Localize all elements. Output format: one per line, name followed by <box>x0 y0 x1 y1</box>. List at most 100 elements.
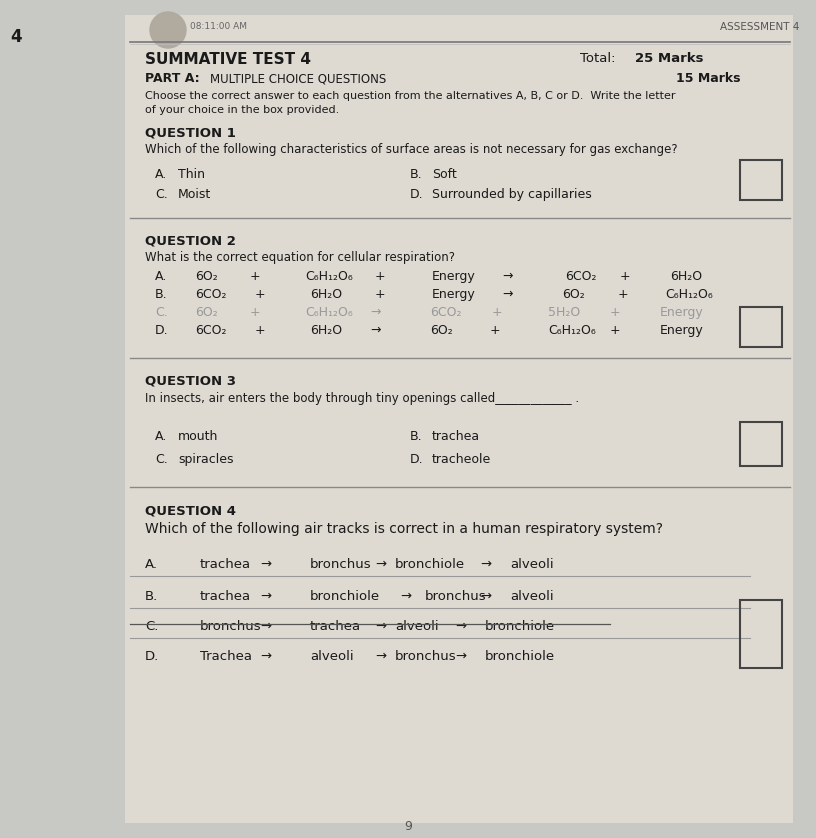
Text: →: → <box>455 650 466 663</box>
Text: MULTIPLE CHOICE QUESTIONS: MULTIPLE CHOICE QUESTIONS <box>210 72 386 85</box>
Text: A.: A. <box>145 558 158 571</box>
Text: 6CO₂: 6CO₂ <box>565 270 596 283</box>
Text: →: → <box>375 558 386 571</box>
Text: alveoli: alveoli <box>395 620 439 633</box>
Text: bronchus: bronchus <box>200 620 262 633</box>
Text: SUMMATIVE TEST 4: SUMMATIVE TEST 4 <box>145 52 311 67</box>
Text: →: → <box>400 590 411 603</box>
Text: Soft: Soft <box>432 168 457 181</box>
Text: →: → <box>502 288 512 301</box>
Text: 6O₂: 6O₂ <box>195 306 218 319</box>
Text: →: → <box>370 324 380 337</box>
Text: trachea: trachea <box>200 590 251 603</box>
Bar <box>740 422 782 466</box>
Text: Surrounded by capillaries: Surrounded by capillaries <box>432 188 592 201</box>
Text: Choose the correct answer to each question from the alternatives A, B, C or D.  : Choose the correct answer to each questi… <box>145 91 676 101</box>
Text: +: + <box>620 270 631 283</box>
Text: Thin: Thin <box>178 168 205 181</box>
Text: alveoli: alveoli <box>510 558 553 571</box>
Text: B.: B. <box>155 288 167 301</box>
Text: →: → <box>455 620 466 633</box>
Text: C₆H₁₂O₆: C₆H₁₂O₆ <box>305 270 353 283</box>
Text: spiracles: spiracles <box>178 453 233 466</box>
Text: Energy: Energy <box>660 306 703 319</box>
Text: +: + <box>255 288 266 301</box>
Text: 6O₂: 6O₂ <box>195 270 218 283</box>
Text: bronchiole: bronchiole <box>485 620 555 633</box>
Text: →: → <box>370 306 380 319</box>
Text: +: + <box>255 324 266 337</box>
Text: trachea: trachea <box>200 558 251 571</box>
Text: bronchus: bronchus <box>425 590 486 603</box>
Bar <box>740 307 782 347</box>
Text: D.: D. <box>145 650 159 663</box>
Text: mouth: mouth <box>178 430 219 443</box>
Text: +: + <box>250 270 260 283</box>
Text: ASSESSMENT 4: ASSESSMENT 4 <box>720 22 800 32</box>
Text: 5H₂O: 5H₂O <box>548 306 580 319</box>
Text: C.: C. <box>145 620 158 633</box>
Text: 6CO₂: 6CO₂ <box>195 324 227 337</box>
Text: +: + <box>618 288 628 301</box>
Text: 9: 9 <box>404 820 412 833</box>
Text: B.: B. <box>410 168 423 181</box>
Text: →: → <box>375 620 386 633</box>
Text: Which of the following characteristics of surface areas is not necessary for gas: Which of the following characteristics o… <box>145 143 677 156</box>
Text: Energy: Energy <box>432 270 476 283</box>
Text: bronchiole: bronchiole <box>310 590 380 603</box>
Text: A.: A. <box>155 270 167 283</box>
Text: bronchiole: bronchiole <box>485 650 555 663</box>
Circle shape <box>150 12 186 48</box>
Text: QUESTION 1: QUESTION 1 <box>145 126 236 139</box>
Text: bronchiole: bronchiole <box>395 558 465 571</box>
Text: Total:: Total: <box>580 52 615 65</box>
Text: +: + <box>375 270 386 283</box>
Text: 6H₂O: 6H₂O <box>310 288 342 301</box>
Text: 6O₂: 6O₂ <box>430 324 453 337</box>
Text: 08:11:00 AM: 08:11:00 AM <box>190 22 247 31</box>
Text: +: + <box>492 306 503 319</box>
Text: +: + <box>610 324 621 337</box>
Text: C₆H₁₂O₆: C₆H₁₂O₆ <box>305 306 353 319</box>
Text: 25 Marks: 25 Marks <box>635 52 703 65</box>
Text: 4: 4 <box>10 28 22 46</box>
Text: +: + <box>375 288 386 301</box>
Text: alveoli: alveoli <box>310 650 353 663</box>
Text: trachea: trachea <box>310 620 361 633</box>
Text: tracheole: tracheole <box>432 453 491 466</box>
Text: C.: C. <box>155 306 168 319</box>
Text: →: → <box>502 270 512 283</box>
Text: QUESTION 2: QUESTION 2 <box>145 234 236 247</box>
Text: B.: B. <box>145 590 158 603</box>
Text: QUESTION 4: QUESTION 4 <box>145 504 236 517</box>
Text: C.: C. <box>155 453 168 466</box>
Text: C.: C. <box>155 188 168 201</box>
Text: 6CO₂: 6CO₂ <box>195 288 227 301</box>
Text: →: → <box>260 650 271 663</box>
Text: C₆H₁₂O₆: C₆H₁₂O₆ <box>548 324 596 337</box>
Text: D.: D. <box>155 324 169 337</box>
Text: Moist: Moist <box>178 188 211 201</box>
Text: +: + <box>490 324 501 337</box>
Text: In insects, air enters the body through tiny openings called_____________ .: In insects, air enters the body through … <box>145 392 579 405</box>
Text: →: → <box>260 620 271 633</box>
Text: +: + <box>250 306 260 319</box>
Text: →: → <box>480 558 491 571</box>
Text: →: → <box>260 558 271 571</box>
Text: bronchus: bronchus <box>395 650 457 663</box>
Text: D.: D. <box>410 188 424 201</box>
Text: →: → <box>480 590 491 603</box>
Text: Energy: Energy <box>432 288 476 301</box>
Text: 15 Marks: 15 Marks <box>676 72 740 85</box>
Text: 6O₂: 6O₂ <box>562 288 585 301</box>
Bar <box>125 15 793 823</box>
Text: A.: A. <box>155 168 167 181</box>
Bar <box>740 600 782 668</box>
Text: Trachea: Trachea <box>200 650 252 663</box>
Text: C₆H₁₂O₆: C₆H₁₂O₆ <box>665 288 712 301</box>
Text: D.: D. <box>410 453 424 466</box>
Text: of your choice in the box provided.: of your choice in the box provided. <box>145 105 339 115</box>
Text: →: → <box>375 650 386 663</box>
Text: Which of the following air tracks is correct in a human respiratory system?: Which of the following air tracks is cor… <box>145 522 663 536</box>
Text: 6H₂O: 6H₂O <box>310 324 342 337</box>
